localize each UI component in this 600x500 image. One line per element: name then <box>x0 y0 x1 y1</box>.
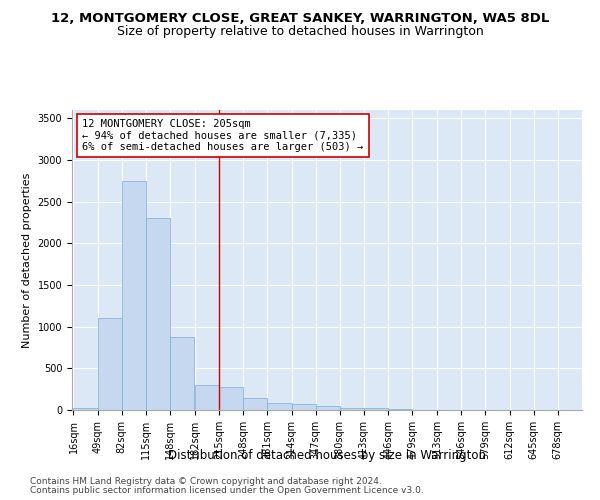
Bar <box>340 408 364 410</box>
Bar <box>364 408 388 410</box>
Y-axis label: Number of detached properties: Number of detached properties <box>22 172 32 348</box>
Bar <box>243 398 268 410</box>
Text: Size of property relative to detached houses in Warrington: Size of property relative to detached ho… <box>116 25 484 38</box>
Text: Contains HM Land Registry data © Crown copyright and database right 2024.: Contains HM Land Registry data © Crown c… <box>30 477 382 486</box>
Bar <box>219 387 243 410</box>
Text: Distribution of detached houses by size in Warrington: Distribution of detached houses by size … <box>168 448 486 462</box>
Bar <box>170 337 194 410</box>
Bar <box>268 402 292 410</box>
Bar <box>292 404 316 410</box>
Text: 12, MONTGOMERY CLOSE, GREAT SANKEY, WARRINGTON, WA5 8DL: 12, MONTGOMERY CLOSE, GREAT SANKEY, WARR… <box>51 12 549 26</box>
Bar <box>98 318 122 410</box>
Bar <box>73 408 98 410</box>
Bar <box>146 218 170 410</box>
Bar <box>316 406 340 410</box>
Bar <box>195 385 219 410</box>
Text: Contains public sector information licensed under the Open Government Licence v3: Contains public sector information licen… <box>30 486 424 495</box>
Text: 12 MONTGOMERY CLOSE: 205sqm
← 94% of detached houses are smaller (7,335)
6% of s: 12 MONTGOMERY CLOSE: 205sqm ← 94% of det… <box>82 119 364 152</box>
Bar <box>122 181 146 410</box>
